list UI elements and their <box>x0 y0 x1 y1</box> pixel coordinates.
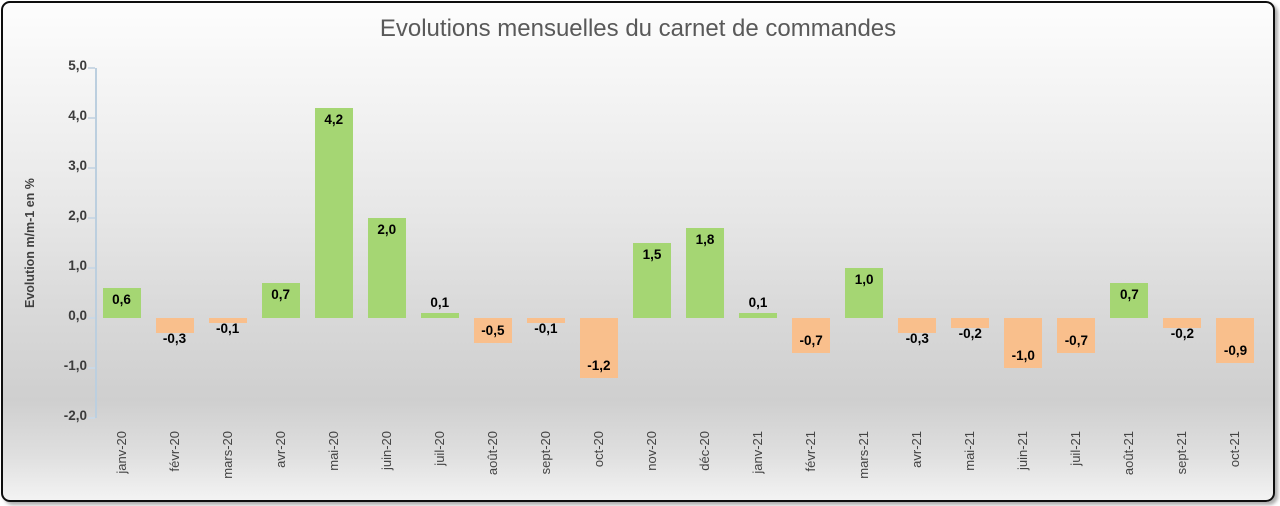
value-label: -0,1 <box>215 321 240 336</box>
bar-févr-21 <box>792 318 831 353</box>
bar-avr-20 <box>261 283 300 318</box>
value-label: 1,0 <box>854 272 874 287</box>
y-tick-label: 1,0 <box>68 258 87 273</box>
value-label: 1,8 <box>695 232 715 247</box>
value-label: -0,2 <box>958 326 982 341</box>
bar-mars-20 <box>208 318 247 323</box>
y-tick-mark <box>88 117 95 119</box>
y-tick-label: -1,0 <box>63 358 87 373</box>
bar-févr-20 <box>155 318 194 333</box>
x-tick-label: juin-20 <box>378 431 394 471</box>
y-tick-label: 0,0 <box>68 308 87 323</box>
value-label: -0,3 <box>162 331 187 346</box>
bar-oct-21 <box>1216 318 1255 363</box>
value-label: 0,1 <box>430 295 450 310</box>
y-tick-mark <box>88 217 95 219</box>
bar-mai-20 <box>314 108 353 318</box>
value-label: 4,2 <box>324 112 344 127</box>
bar-juin-20 <box>367 218 406 318</box>
bar-mai-21 <box>951 318 990 328</box>
y-tick-mark <box>88 317 95 319</box>
bar-juil-21 <box>1057 318 1096 353</box>
y-tick-label: 2,0 <box>68 208 87 223</box>
x-tick-label: févr-20 <box>166 431 182 472</box>
chart-title: Evolutions mensuelles du carnet de comma… <box>379 15 897 42</box>
x-tick-label: oct-21 <box>1227 431 1243 468</box>
y-tick-label: 3,0 <box>68 158 87 173</box>
x-tick-label: janv-20 <box>113 431 129 474</box>
value-label: 0,7 <box>1119 287 1139 302</box>
bar-déc-20 <box>686 228 725 318</box>
x-tick-label: oct-20 <box>590 431 606 468</box>
bar-août-21 <box>1110 283 1149 318</box>
x-tick-label: mai-20 <box>325 431 341 471</box>
x-tick-label: févr-21 <box>803 431 819 472</box>
x-tick-label: mars-21 <box>856 431 872 479</box>
value-label: 0,6 <box>112 292 131 307</box>
value-label: 1,5 <box>642 247 662 262</box>
x-tick-label: août-21 <box>1121 431 1137 476</box>
value-label: -1,2 <box>587 358 611 373</box>
value-label: -0,2 <box>1170 326 1195 341</box>
x-tick-label: juil-20 <box>431 431 447 466</box>
value-label: -0,5 <box>481 323 505 338</box>
x-tick-label: sept-21 <box>1174 431 1190 475</box>
value-label: 2,0 <box>377 222 397 237</box>
bar-janv-20 <box>102 288 141 318</box>
x-tick-label: avr-20 <box>272 431 288 468</box>
value-label: -0,1 <box>534 321 558 336</box>
bar-août-20 <box>473 318 512 343</box>
bar-nov-20 <box>632 243 671 318</box>
x-tick-label: juil-21 <box>1068 431 1084 466</box>
value-label: -1,0 <box>1011 348 1035 363</box>
value-label: -0,3 <box>905 331 929 346</box>
y-axis-line <box>95 68 97 418</box>
bar-oct-20 <box>579 318 618 378</box>
x-tick-label: sept-20 <box>537 431 553 475</box>
y-tick-label: 5,0 <box>68 58 87 73</box>
bar-juin-21 <box>1004 318 1043 368</box>
bar-sept-20 <box>526 318 565 323</box>
value-label: -0,7 <box>1064 333 1088 348</box>
value-label: 0,7 <box>271 287 291 302</box>
bar-janv-21 <box>739 313 778 318</box>
bar-sept-21 <box>1163 318 1202 328</box>
x-tick-label: juin-21 <box>1015 431 1031 471</box>
value-label: 0,1 <box>748 295 768 310</box>
value-label: -0,9 <box>1223 343 1248 358</box>
x-tick-label: mars-20 <box>219 431 235 479</box>
plot-area: 5,0 4,0 3,0 2,0 1,0 0,0 -1,0 -2,0 0,6 janv-20 -0,3… <box>3 3 1273 500</box>
bar-juil-20 <box>420 313 459 318</box>
y-tick-mark <box>88 417 95 419</box>
x-tick-label: août-20 <box>484 431 500 476</box>
y-tick-mark <box>88 67 95 69</box>
bar-mars-21 <box>845 268 884 318</box>
value-label: -0,7 <box>799 333 823 348</box>
y-tick-mark <box>88 267 95 269</box>
x-tick-label: mai-21 <box>962 431 978 471</box>
x-tick-label: nov-20 <box>643 431 659 471</box>
y-tick-mark <box>88 367 95 369</box>
y-tick-label: 4,0 <box>68 108 87 123</box>
x-tick-label: avr-21 <box>909 431 925 468</box>
x-tick-label: janv-21 <box>750 431 766 474</box>
bar-avr-21 <box>898 318 937 333</box>
y-tick-label: -2,0 <box>63 408 87 423</box>
y-tick-mark <box>88 167 95 169</box>
x-tick-label: déc-20 <box>697 431 713 471</box>
